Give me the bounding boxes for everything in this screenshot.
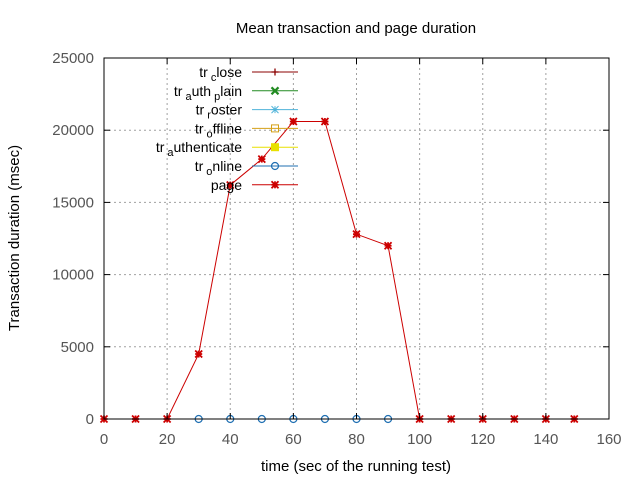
data-point — [194, 349, 203, 359]
x-tick-label: 60 — [285, 431, 302, 448]
legend-item: page — [211, 177, 298, 193]
grid — [104, 58, 609, 419]
legend-marker — [271, 124, 279, 133]
legend-label: tr close — [199, 64, 242, 84]
legend-marker — [270, 161, 280, 171]
x-tick-label: 140 — [533, 431, 558, 448]
legend-item: tr auth plain — [174, 83, 298, 103]
series-page — [99, 117, 579, 424]
x-tick-label: 100 — [407, 431, 432, 448]
legend-item: tr roster — [196, 102, 298, 122]
legend-marker — [271, 105, 279, 114]
legend-marker — [270, 86, 280, 96]
legend-marker — [271, 68, 279, 76]
y-tick-label: 0 — [86, 411, 94, 428]
legend-label: tr offline — [195, 120, 242, 140]
y-tick-label: 20000 — [52, 122, 94, 139]
x-tick-label: 80 — [348, 431, 365, 448]
y-tick-label: 15000 — [52, 194, 94, 211]
series-line — [104, 121, 575, 420]
legend-label: page — [211, 177, 242, 193]
legend-label: tr online — [195, 158, 242, 178]
plot-area — [99, 117, 579, 424]
data-point — [383, 241, 393, 250]
data-point — [352, 230, 361, 239]
data-point — [257, 154, 266, 164]
x-tick-label: 120 — [470, 431, 495, 448]
x-tick-label: 160 — [596, 431, 621, 448]
y-axis-label: Transaction duration (msec) — [6, 145, 23, 331]
data-point — [226, 180, 235, 190]
legend-item: tr online — [195, 158, 298, 178]
legend-item: tr offline — [195, 120, 298, 140]
data-point — [320, 117, 330, 126]
legend-item: tr authenticate — [156, 139, 298, 159]
x-tick-label: 20 — [159, 431, 176, 448]
x-tick-label: 0 — [100, 431, 108, 448]
y-tick-label: 5000 — [61, 339, 94, 356]
legend-label: tr auth plain — [174, 83, 242, 103]
y-tick-label: 10000 — [52, 267, 94, 284]
chart-title: Mean transaction and page duration — [236, 20, 476, 37]
x-tick-label: 40 — [222, 431, 239, 448]
legend-label: tr authenticate — [156, 139, 242, 159]
legend-marker — [271, 143, 279, 152]
legend-marker — [270, 180, 280, 189]
data-point — [289, 117, 298, 126]
axis-ticks: 0 20 40 60 80 100 120 140 160 0 5000 10000 15000 2000… — [52, 50, 621, 448]
y-tick-label: 25000 — [52, 50, 94, 67]
legend-label: tr roster — [196, 102, 243, 122]
x-axis-label: time (sec of the running test) — [261, 458, 451, 475]
legend-item: tr close — [199, 64, 298, 84]
